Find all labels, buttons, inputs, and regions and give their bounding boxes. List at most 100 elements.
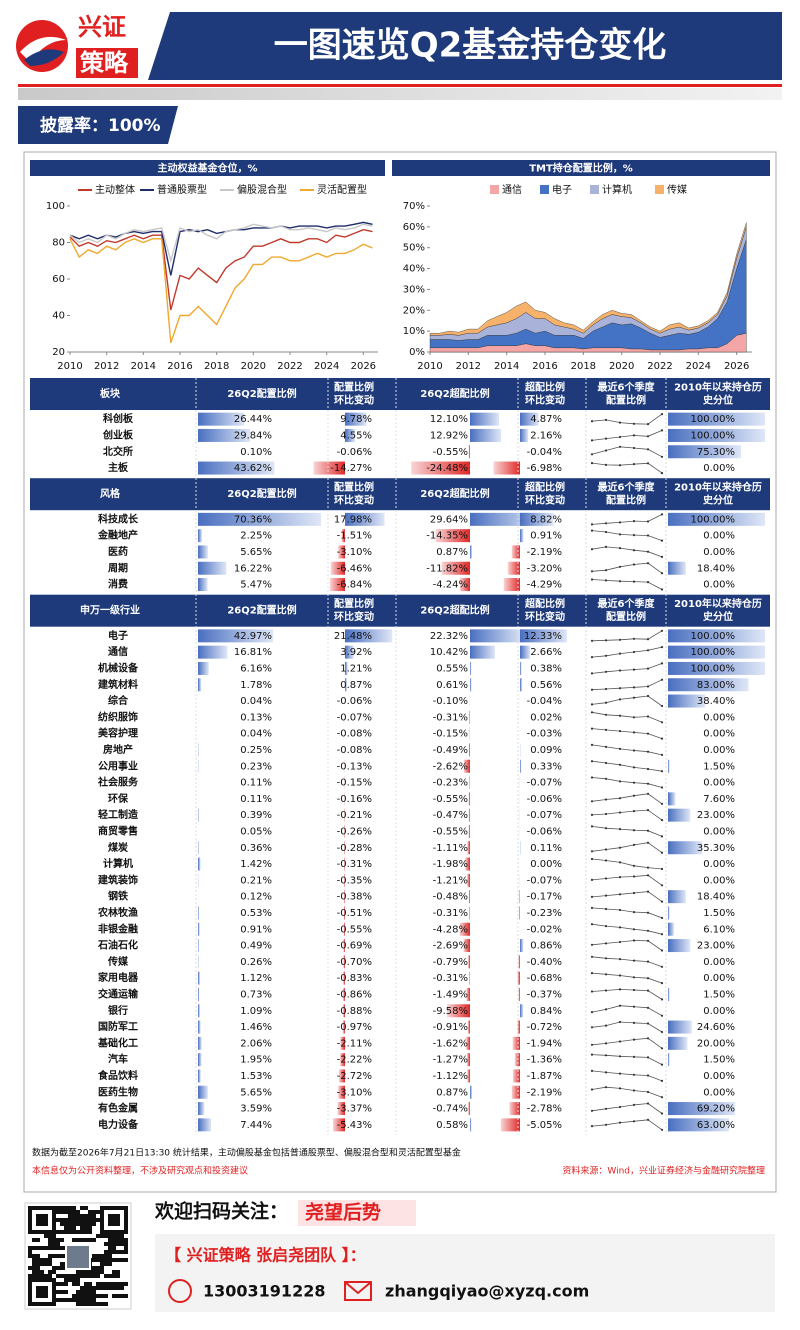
row-name: 国防军工: [98, 1020, 138, 1033]
sparkline-point: [660, 413, 664, 416]
row-name: 建筑材料: [97, 678, 138, 691]
value-bar: [198, 529, 202, 543]
qr-module: [88, 1226, 92, 1230]
qr-module: [88, 1238, 92, 1242]
sparkline-point: [660, 678, 664, 681]
percentile-label: 1.50%: [703, 908, 735, 919]
x-tick-label: 2012: [94, 361, 119, 372]
qr-module: [36, 1246, 40, 1250]
qr-module: [56, 1246, 60, 1250]
row-name: 科技成长: [98, 512, 139, 525]
sparkline-point: [660, 802, 664, 805]
value-label: 0.11%: [240, 794, 272, 805]
qr-module: [52, 1222, 56, 1226]
sparkline: [591, 1070, 663, 1082]
qr-module: [44, 1258, 48, 1262]
sparkline-point: [646, 750, 650, 753]
qr-module: [100, 1302, 104, 1306]
percentile-label: 18.40%: [697, 563, 735, 574]
qr-module: [104, 1274, 108, 1278]
y-tick-label: 60: [52, 274, 65, 285]
value-label: -0.07%: [527, 875, 562, 886]
qr-module: [72, 1230, 76, 1234]
value-bar: [469, 906, 470, 920]
value-bar: [468, 792, 470, 806]
chart-title: TMT持仓配置比例，%: [529, 162, 633, 175]
qr-module: [100, 1282, 104, 1286]
qr-module: [72, 1274, 76, 1278]
value-bar: [468, 890, 470, 904]
value-label: 21.48%: [334, 631, 372, 642]
sparkline: [591, 1086, 663, 1098]
qr-module: [76, 1238, 80, 1242]
qr-module: [56, 1210, 60, 1214]
column-header: 2010年以来持仓历: [674, 597, 762, 610]
percentile-label: 100.00%: [691, 663, 736, 674]
x-tick-label: 2018: [571, 361, 596, 372]
value-label: 9.78%: [340, 414, 372, 425]
value-label: -1.36%: [527, 1055, 562, 1066]
qr-module: [28, 1250, 32, 1254]
account: 尧望后势: [305, 1201, 381, 1224]
value-bar: [198, 1036, 202, 1050]
qr-module: [32, 1278, 36, 1282]
value-label: 0.58%: [436, 1120, 468, 1131]
value-label: 0.11%: [530, 843, 562, 854]
value-bar: [198, 1020, 201, 1034]
qr-module: [72, 1282, 76, 1286]
sparkline-point: [590, 548, 594, 551]
y-tick-label: 60%: [403, 222, 425, 233]
percentile-bar: [668, 939, 691, 953]
qr-module: [52, 1302, 56, 1306]
sparkline-point: [632, 686, 636, 689]
value-label: -0.74%: [433, 1104, 468, 1115]
qr-module: [36, 1278, 40, 1282]
value-bar: [503, 578, 520, 592]
qr-module: [36, 1290, 40, 1294]
y-tick-label: 10%: [403, 326, 425, 337]
qr-module: [104, 1282, 108, 1286]
qr-module: [116, 1258, 120, 1262]
qr-module: [60, 1210, 64, 1214]
qr-module: [52, 1230, 56, 1234]
value-label: -0.79%: [433, 957, 468, 968]
sparkline: [591, 1021, 663, 1033]
value-bar: [511, 1085, 520, 1099]
sparkline-point: [660, 1112, 664, 1115]
value-bar: [518, 955, 520, 969]
value-label: -2.19%: [527, 1087, 562, 1098]
qr-module: [92, 1238, 96, 1242]
value-bar: [470, 545, 473, 559]
sparkline-point: [632, 668, 636, 671]
value-bar: [198, 808, 199, 822]
value-label: 0.36%: [240, 843, 272, 854]
qr-module: [80, 1274, 84, 1278]
value-bar: [198, 922, 200, 936]
sparkline-point: [646, 448, 650, 451]
sparkline-point: [590, 1125, 594, 1128]
value-bar: [198, 939, 199, 953]
section-label: 板块: [100, 387, 121, 400]
legend-label: 计算机: [602, 183, 632, 196]
percentile-label: 35.30%: [697, 843, 735, 854]
qr-module: [96, 1274, 100, 1278]
column-header: 最近6个季度: [598, 381, 656, 394]
qr-code: [24, 1202, 132, 1310]
value-label: -0.55%: [337, 924, 372, 935]
qr-module: [108, 1214, 112, 1218]
qr-module: [84, 1294, 88, 1298]
qr-module: [56, 1242, 60, 1246]
qr-module: [104, 1254, 108, 1258]
sparkline-point: [604, 989, 608, 992]
qr-module: [116, 1234, 120, 1238]
qr-module: [32, 1270, 36, 1274]
qr-module: [64, 1282, 68, 1286]
value-bar: [411, 461, 470, 475]
qr-module: [72, 1226, 76, 1230]
value-bar: [470, 645, 496, 659]
value-label: -0.70%: [337, 957, 372, 968]
value-bar: [467, 873, 470, 887]
row-name: 汽车: [108, 1053, 128, 1066]
value-label: -0.06%: [337, 696, 372, 707]
sparkline-point: [604, 639, 608, 642]
